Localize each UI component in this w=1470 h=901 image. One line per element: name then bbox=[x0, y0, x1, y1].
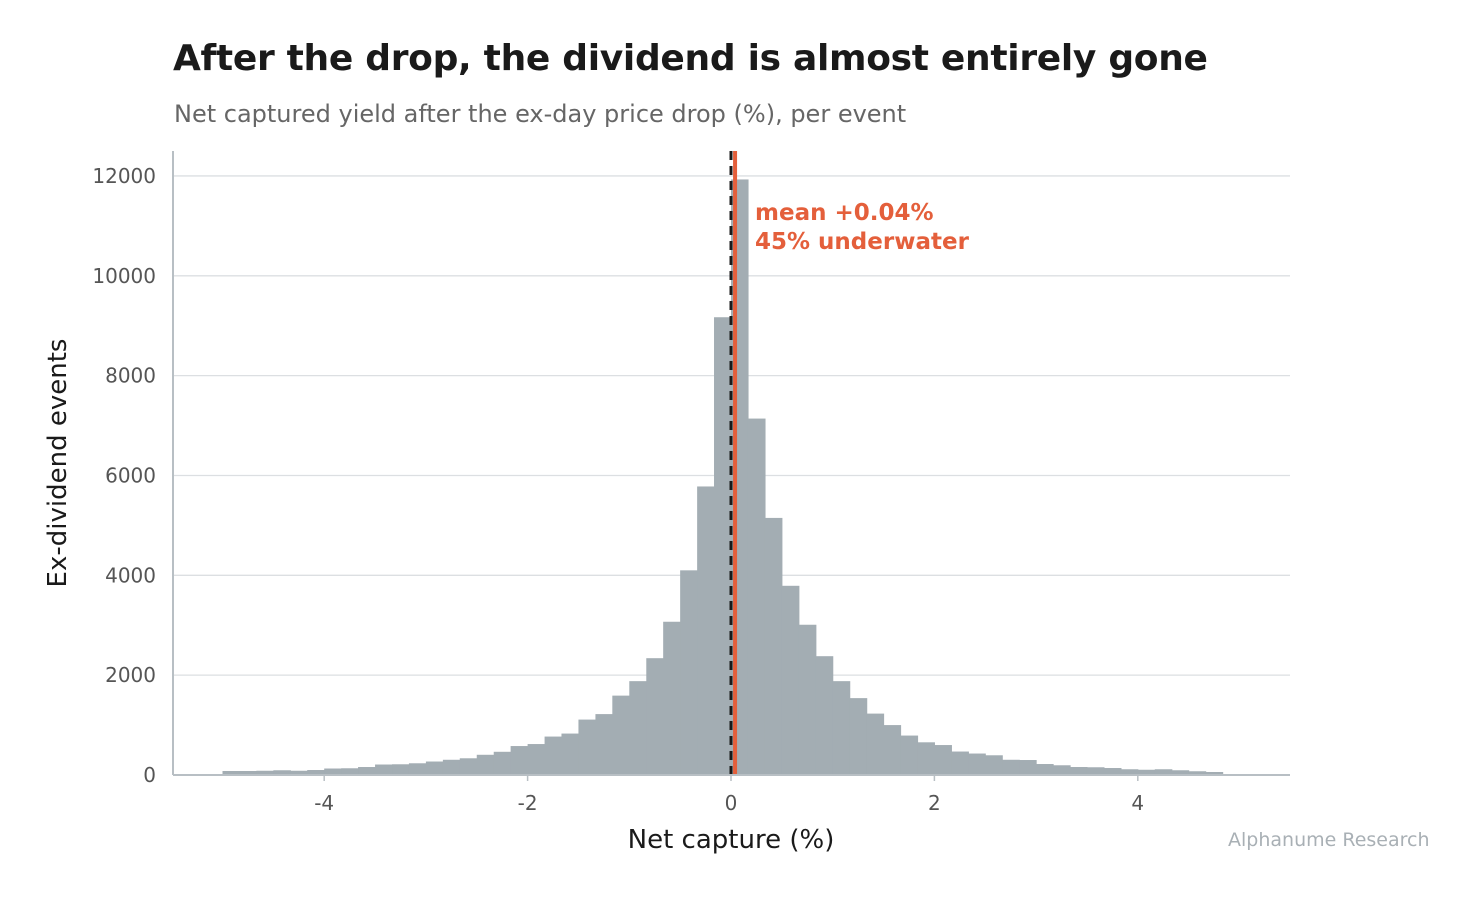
y-tick-label: 12000 bbox=[92, 164, 156, 188]
histogram-bar bbox=[493, 751, 512, 775]
histogram-bar bbox=[612, 695, 630, 775]
histogram-bar bbox=[900, 735, 919, 775]
histogram-bar bbox=[1205, 772, 1224, 775]
histogram-bar bbox=[985, 755, 1003, 775]
histogram-bar bbox=[239, 771, 258, 775]
underwater-annotation: 45% underwater bbox=[755, 229, 970, 255]
histogram-bar bbox=[1036, 764, 1054, 775]
histogram-bar bbox=[324, 768, 342, 775]
histogram-bar bbox=[883, 725, 902, 775]
histogram-bar bbox=[1019, 760, 1037, 775]
histogram-bar bbox=[1188, 771, 1207, 775]
mean-annotation: mean +0.04% bbox=[755, 200, 934, 226]
histogram-bar bbox=[951, 751, 969, 775]
histogram-bar bbox=[527, 744, 546, 775]
chart-title: After the drop, the dividend is almost e… bbox=[173, 38, 1208, 79]
y-tick-label: 2000 bbox=[105, 663, 156, 687]
histogram-bar bbox=[273, 770, 291, 775]
histogram-bar bbox=[714, 317, 732, 775]
histogram-bar bbox=[815, 656, 834, 775]
histogram-bar bbox=[358, 767, 376, 775]
histogram-bar bbox=[934, 745, 952, 775]
y-axis-label: Ex-dividend events bbox=[43, 339, 73, 588]
histogram-bar bbox=[425, 761, 444, 775]
histogram-bar bbox=[510, 746, 529, 775]
histogram-bar bbox=[222, 771, 241, 775]
histogram-bar bbox=[629, 681, 647, 775]
y-tick-label: 0 bbox=[143, 763, 156, 787]
histogram-bar bbox=[798, 624, 817, 775]
histogram-bar bbox=[1069, 767, 1088, 775]
histogram-bar bbox=[408, 763, 427, 775]
histogram-bars bbox=[222, 179, 1224, 775]
histogram-bar bbox=[747, 418, 766, 775]
histogram-bar bbox=[1103, 768, 1122, 775]
histogram-bar bbox=[1154, 769, 1173, 775]
histogram-bar bbox=[680, 570, 698, 775]
histogram-bar bbox=[595, 714, 613, 775]
y-tick-label: 10000 bbox=[92, 264, 156, 288]
histogram-bar bbox=[1171, 770, 1190, 775]
histogram-bar bbox=[1120, 769, 1139, 775]
x-tick-label: 0 bbox=[725, 791, 738, 815]
reference-lines bbox=[729, 151, 738, 775]
x-tick-label: -4 bbox=[314, 791, 334, 815]
histogram-bar bbox=[392, 764, 410, 775]
chart-subtitle: Net captured yield after the ex-day pric… bbox=[174, 100, 907, 128]
histogram-bar bbox=[697, 486, 715, 775]
x-tick-label: -2 bbox=[518, 791, 538, 815]
y-tick-label: 4000 bbox=[105, 563, 156, 587]
histogram-bar bbox=[375, 764, 393, 775]
histogram-bar bbox=[866, 713, 885, 775]
histogram-bar bbox=[442, 759, 461, 775]
histogram-bar bbox=[1137, 769, 1156, 775]
histogram-bar bbox=[1002, 759, 1020, 775]
histogram-bar bbox=[832, 681, 851, 775]
histogram-bar bbox=[646, 658, 664, 775]
histogram-bar bbox=[341, 768, 359, 775]
histogram-bar bbox=[1086, 767, 1105, 775]
histogram-bar bbox=[307, 770, 325, 775]
source-credit: Alphanume Research bbox=[1228, 829, 1430, 851]
histogram-bar bbox=[544, 736, 563, 775]
x-tick-label: 2 bbox=[928, 791, 941, 815]
x-axis-label: Net capture (%) bbox=[628, 825, 835, 855]
x-tick-label: 4 bbox=[1131, 791, 1144, 815]
histogram-bar bbox=[968, 753, 986, 775]
histogram-bar bbox=[663, 621, 681, 775]
histogram-bar bbox=[459, 758, 478, 775]
y-tick-label: 8000 bbox=[105, 364, 156, 388]
axes bbox=[172, 151, 1290, 781]
histogram-bar bbox=[290, 770, 308, 775]
histogram-bar bbox=[1053, 765, 1071, 775]
histogram-bar bbox=[578, 719, 597, 775]
histogram-bar bbox=[849, 698, 868, 775]
x-tick-labels: -4 -2 0 2 4 bbox=[314, 791, 1144, 815]
y-tick-label: 6000 bbox=[105, 463, 156, 487]
histogram-bar bbox=[476, 754, 495, 775]
histogram-bar bbox=[764, 517, 783, 775]
histogram-bar bbox=[917, 742, 935, 775]
y-tick-labels: 0 2000 4000 6000 8000 10000 12000 bbox=[92, 164, 156, 787]
histogram-bar bbox=[256, 770, 274, 775]
histogram-bar bbox=[561, 733, 580, 775]
histogram-bar bbox=[781, 585, 800, 775]
